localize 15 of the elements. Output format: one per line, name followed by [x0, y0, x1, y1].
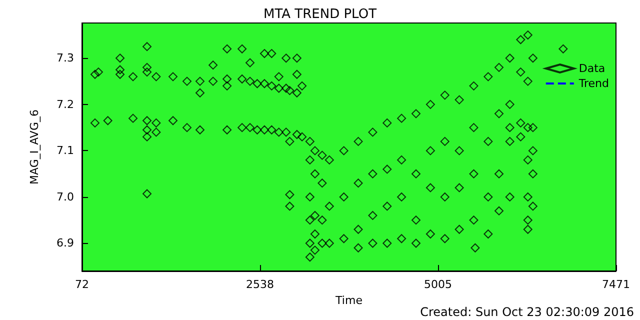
text: Created: Sun Oct 23 02:30:09 2016	[420, 305, 634, 319]
chart-title: MTA TREND PLOT	[263, 7, 377, 22]
x-tick-label: 72	[75, 278, 89, 291]
x-axis-title: Time	[334, 294, 363, 307]
x-tick-label: 5005	[424, 278, 452, 291]
y-tick-label: 7.1	[56, 144, 74, 158]
y-axis-title: MAG_I_AVG_6	[28, 110, 41, 184]
y-tick-label: 7.0	[56, 190, 74, 204]
y-tick-label: 7.3	[56, 52, 74, 65]
y-tick-label: 7.2	[56, 98, 74, 111]
legend-label: Trend	[578, 77, 610, 90]
legend-label: Data	[578, 62, 606, 75]
y-tick-label: 6.9	[56, 236, 74, 250]
x-tick-label: 7471	[602, 278, 630, 291]
x-tick-label: 2538	[246, 278, 274, 291]
